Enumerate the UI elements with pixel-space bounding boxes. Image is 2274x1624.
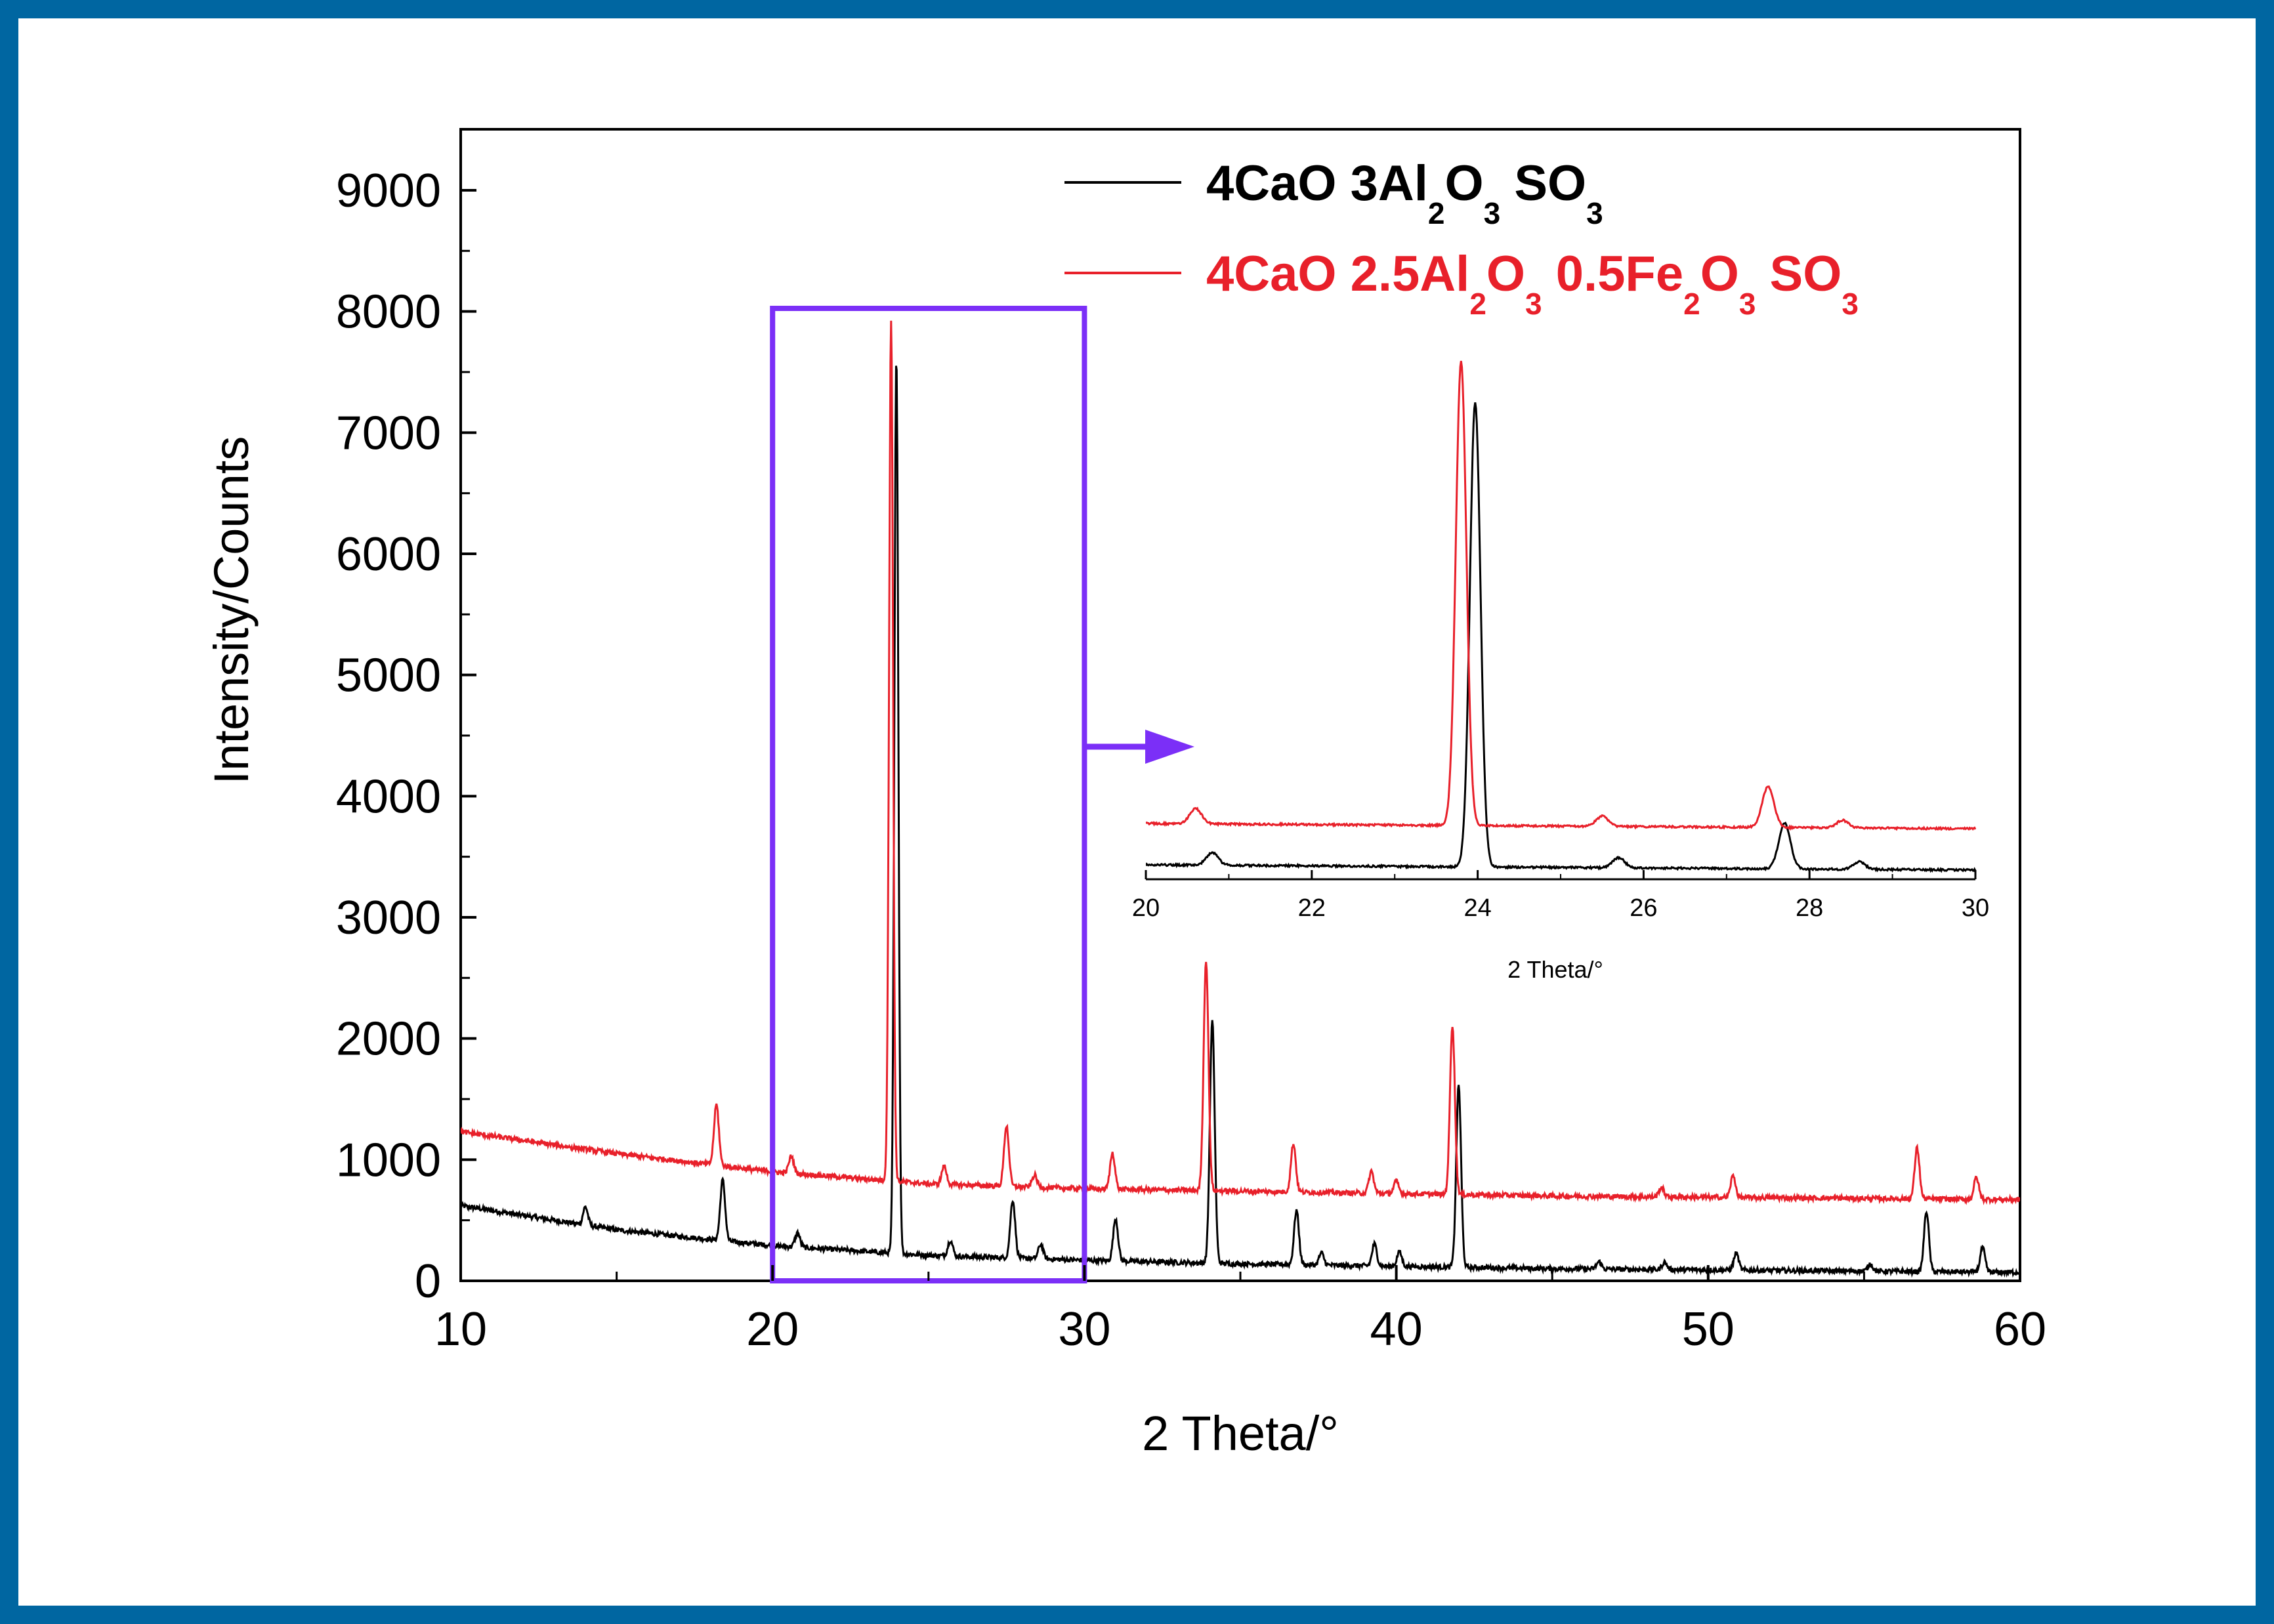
y-tick-label: 5000 xyxy=(336,650,441,702)
x-axis-title: 2 Theta/° xyxy=(1142,1406,1339,1461)
x-tick-label: 40 xyxy=(1370,1303,1423,1356)
inset-series-line-black xyxy=(1146,402,1976,873)
x-tick-label: 30 xyxy=(1058,1303,1110,1356)
inset-x-tick-label: 22 xyxy=(1298,894,1326,922)
series-line-red xyxy=(461,320,2020,1205)
y-tick-label: 2000 xyxy=(336,1013,441,1066)
y-tick-label: 8000 xyxy=(336,286,441,339)
legend-label-red: 4CaO 2.5Al2O3 0.5Fe2O3 SO3 xyxy=(1206,246,1859,321)
y-tick-label: 6000 xyxy=(336,528,441,581)
inset-x-tick-label: 28 xyxy=(1796,894,1823,922)
legend: 4CaO 3Al2O3 SO3 4CaO 2.5Al2O3 0.5Fe2O3 S… xyxy=(1064,156,1859,321)
y-tick-label: 9000 xyxy=(336,165,441,217)
y-tick-label: 3000 xyxy=(336,892,441,944)
y-tick-label: 7000 xyxy=(336,407,441,459)
x-tick-label: 20 xyxy=(746,1303,799,1356)
zoom-box xyxy=(770,306,1087,1283)
plot-frame xyxy=(459,128,2021,1282)
y-axis-title: Intensity/Counts xyxy=(204,436,259,785)
x-tick-label: 60 xyxy=(1994,1303,2046,1356)
x-tick-label: 50 xyxy=(1682,1303,1735,1356)
y-tick-label: 1000 xyxy=(336,1134,441,1186)
inset-x-axis-title: 2 Theta/° xyxy=(1507,956,1603,983)
inset-x-tick-label: 26 xyxy=(1630,894,1657,922)
x-tick-label: 10 xyxy=(434,1303,487,1356)
legend-label-black: 4CaO 3Al2O3 SO3 xyxy=(1206,156,1603,230)
series-line-black xyxy=(461,365,2020,1278)
zoom-arrow xyxy=(1084,730,1194,764)
inset-x-tick-label: 30 xyxy=(1962,894,1989,922)
y-tick-label: 4000 xyxy=(336,770,441,823)
inset-x-tick-label: 24 xyxy=(1463,894,1491,922)
y-tick-label: 0 xyxy=(415,1255,441,1308)
inset-series-line-red xyxy=(1146,360,1976,831)
inset-x-tick-label: 20 xyxy=(1132,894,1160,922)
